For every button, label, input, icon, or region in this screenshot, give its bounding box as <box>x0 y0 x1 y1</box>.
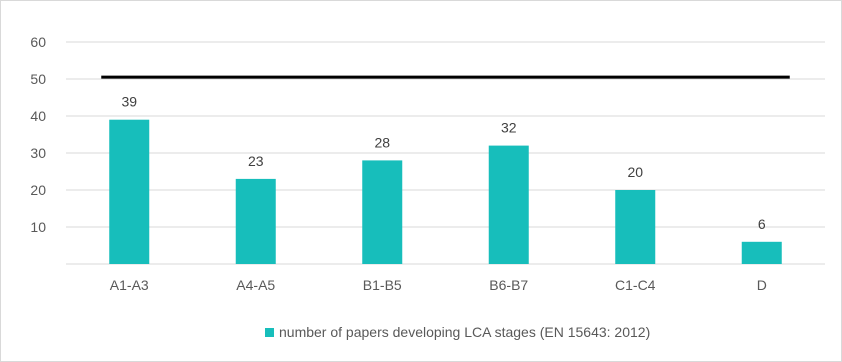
x-tick-label: B1-B5 <box>363 277 402 293</box>
axes: 10 20 30 40 50 60 A1-A3 A4-A5 B1-B5 B6-B7 C1-C4 D <box>30 34 825 293</box>
data-label: 28 <box>374 134 390 150</box>
bar-b1-b5 <box>362 160 403 264</box>
x-tick-label: A4-A5 <box>236 277 275 293</box>
bars <box>109 119 782 264</box>
y-tick-label: 40 <box>30 108 46 124</box>
data-label: 6 <box>758 216 766 232</box>
data-labels: 39 23 28 32 20 6 <box>121 94 765 232</box>
data-label: 32 <box>501 120 517 136</box>
bar-d <box>741 241 782 264</box>
y-tick-label: 10 <box>30 219 46 235</box>
y-tick-label: 50 <box>30 71 46 87</box>
data-label: 20 <box>627 164 643 180</box>
legend-swatch <box>265 328 274 337</box>
bar-a4-a5 <box>235 178 276 264</box>
y-tick-label: 30 <box>30 145 46 161</box>
legend-label: number of papers developing LCA stages (… <box>279 324 650 340</box>
y-tick-label: 60 <box>30 34 46 50</box>
bar-a1-a3 <box>109 119 150 264</box>
gridlines <box>66 41 825 228</box>
y-tick-label: 20 <box>30 182 46 198</box>
bar-c1-c4 <box>615 190 656 264</box>
x-tick-label: C1-C4 <box>615 277 656 293</box>
x-tick-label: D <box>757 277 767 293</box>
legend: number of papers developing LCA stages (… <box>265 324 650 340</box>
x-tick-label: B6-B7 <box>489 277 528 293</box>
x-tick-label: A1-A3 <box>110 277 149 293</box>
data-label: 23 <box>248 153 264 169</box>
bar-b6-b7 <box>488 145 529 264</box>
data-label: 39 <box>121 94 137 110</box>
